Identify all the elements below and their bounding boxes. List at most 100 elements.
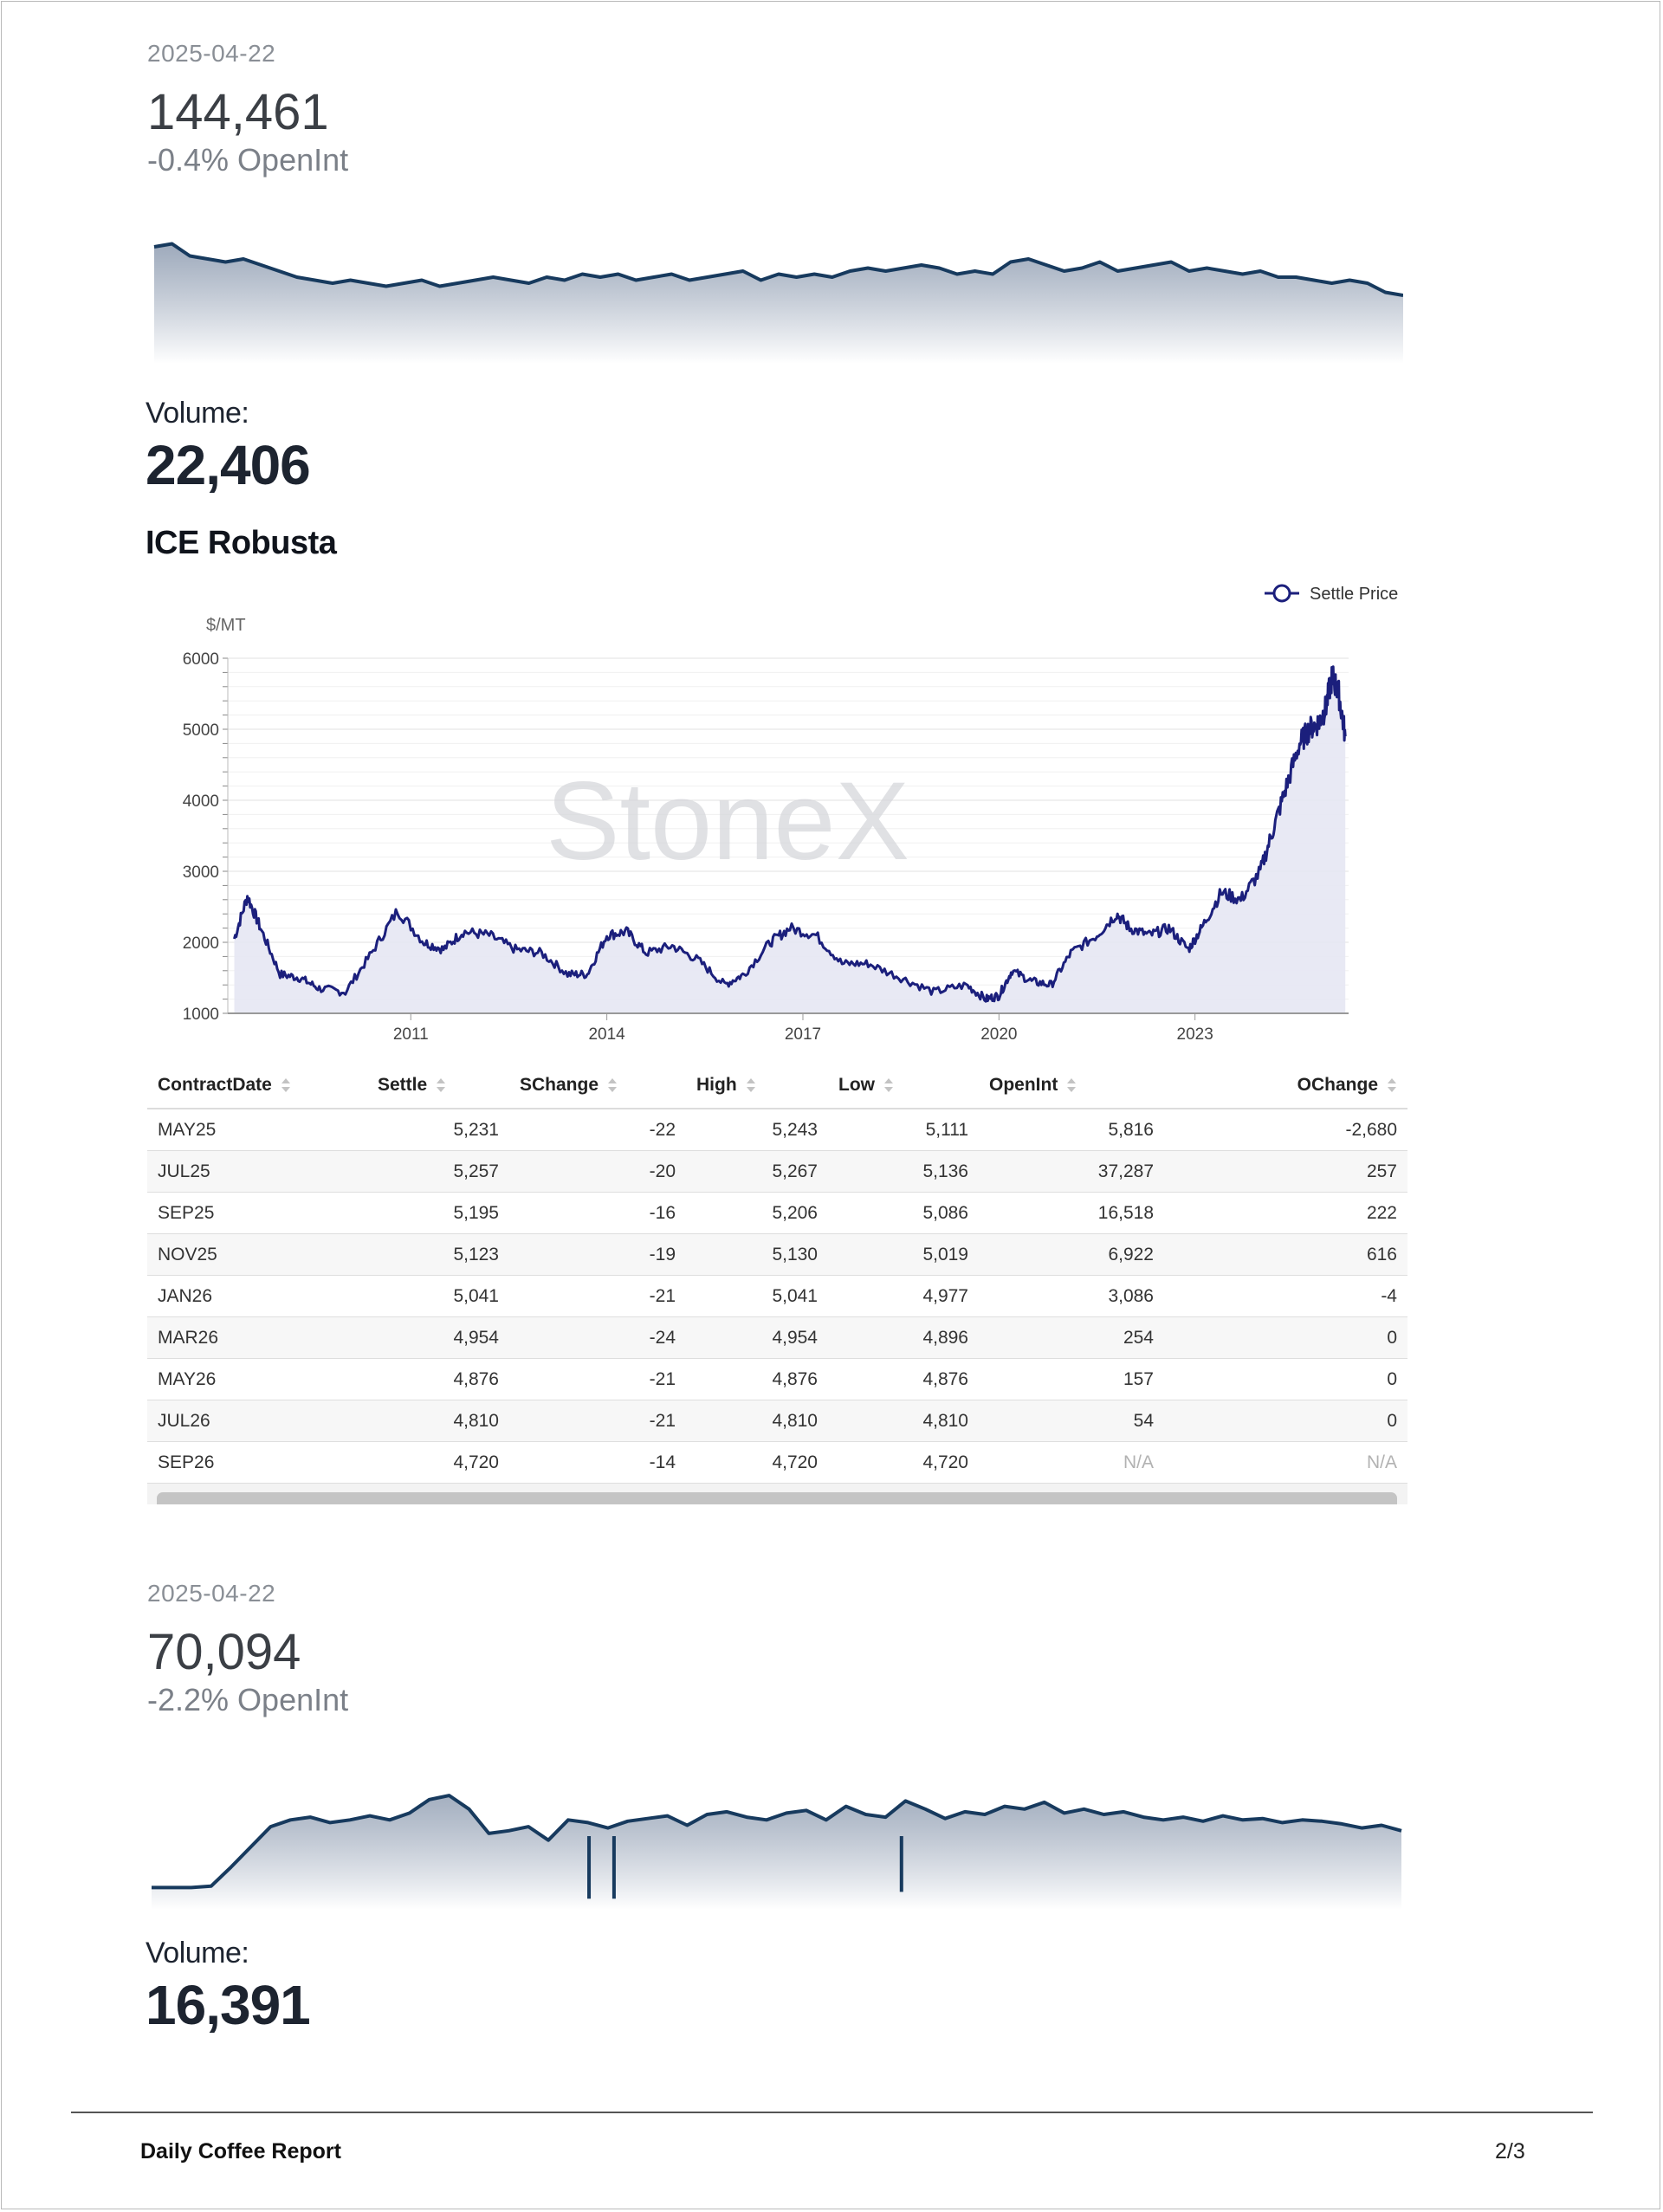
cell-settle: 5,231	[367, 1109, 509, 1151]
cell-low: 4,977	[828, 1275, 979, 1317]
x-axis-ticks: 2011 2014 2017 2020 2023	[393, 1013, 1213, 1044]
sort-icon	[746, 1077, 756, 1093]
cell-contractdate: SEP25	[147, 1192, 367, 1234]
horizontal-scroll-track[interactable]	[147, 1484, 1407, 1504]
cell-schange: -14	[509, 1441, 686, 1484]
robusta-settle-chart: Settle Price $/MT 1000 2000 3000 4000 5000 60…	[183, 584, 1398, 1044]
table-row: MAY26 4,876 -21 4,876 4,876 157 0	[147, 1358, 1407, 1400]
cell-schange: -21	[509, 1358, 686, 1400]
open-interest-change: -2.2% OpenInt	[147, 1682, 349, 1717]
open-interest-change: -0.4% OpenInt	[147, 142, 349, 178]
horizontal-scrollbar[interactable]	[157, 1492, 1397, 1504]
cell-ochange: 616	[1164, 1233, 1407, 1276]
column-header-settle[interactable]: Settle	[367, 1063, 509, 1109]
cell-ochange: 0	[1164, 1358, 1407, 1400]
legend-label: Settle Price	[1310, 585, 1398, 604]
y-tick-label: 2000	[183, 935, 219, 953]
cell-schange: -22	[509, 1109, 686, 1151]
cell-low: 5,086	[828, 1192, 979, 1234]
cell-openint: 3,086	[979, 1275, 1164, 1317]
sort-icon	[436, 1077, 446, 1093]
sparkline-area	[152, 1795, 1401, 1910]
cell-high: 5,267	[686, 1150, 828, 1193]
table-row: SEP25 5,195 -16 5,206 5,086 16,518 222	[147, 1192, 1407, 1234]
cell-settle: 4,876	[367, 1358, 509, 1400]
x-tick-label: 2017	[785, 1025, 821, 1044]
cell-low: 4,810	[828, 1400, 979, 1442]
cell-settle: 5,195	[367, 1192, 509, 1234]
cell-ochange: 222	[1164, 1192, 1407, 1234]
cell-contractdate: JUL26	[147, 1400, 367, 1442]
cell-settle: 5,257	[367, 1150, 509, 1193]
cell-contractdate: JAN26	[147, 1275, 367, 1317]
sort-icon	[883, 1077, 894, 1093]
column-header-schange[interactable]: SChange	[509, 1063, 686, 1109]
sparkline-line	[152, 1794, 1402, 1890]
chart-legend[interactable]: Settle Price	[1265, 584, 1398, 604]
cell-high: 4,876	[686, 1358, 828, 1400]
contracts-table-wrapper: ContractDate Settle SChange High Low Ope…	[147, 1063, 1407, 1504]
y-tick-label: 6000	[183, 650, 219, 669]
cell-high: 4,810	[686, 1400, 828, 1442]
open-interest-value: 144,461	[147, 84, 329, 140]
settle-price-area	[234, 666, 1346, 1013]
table-row: JAN26 5,041 -21 5,041 4,977 3,086 -4	[147, 1275, 1407, 1317]
cell-settle: 4,954	[367, 1316, 509, 1359]
cell-openint: 37,287	[979, 1150, 1164, 1193]
cell-openint: 157	[979, 1358, 1164, 1400]
cell-low: 5,019	[828, 1233, 979, 1276]
column-header-ochange[interactable]: OChange	[1164, 1063, 1407, 1109]
x-tick-label: 2023	[1177, 1025, 1213, 1044]
cell-contractdate: MAR26	[147, 1316, 367, 1359]
open-interest-sparkline-2	[152, 1794, 1402, 1910]
cell-high: 5,130	[686, 1233, 828, 1276]
cell-settle: 5,041	[367, 1275, 509, 1317]
footer-page-number: 2/3	[1495, 2139, 1525, 2163]
column-header-contractdate[interactable]: ContractDate	[147, 1063, 367, 1109]
x-tick-label: 2011	[393, 1025, 429, 1044]
column-header-high[interactable]: High	[686, 1063, 828, 1109]
cell-ochange: -4	[1164, 1275, 1407, 1317]
volume-label: Volume:	[146, 397, 249, 430]
open-interest-sparkline-1	[153, 242, 1403, 364]
sort-icon	[281, 1077, 291, 1093]
legend-marker-icon	[1272, 584, 1291, 603]
cell-openint: 5,816	[979, 1109, 1164, 1151]
cell-high: 5,206	[686, 1192, 828, 1234]
column-header-low[interactable]: Low	[828, 1063, 979, 1109]
sort-icon	[1066, 1077, 1077, 1093]
sparkline-spikes	[587, 1836, 903, 1899]
x-tick-label: 2014	[588, 1025, 625, 1044]
cell-contractdate: JUL25	[147, 1150, 367, 1193]
table-row: JUL26 4,810 -21 4,810 4,810 54 0	[147, 1400, 1407, 1442]
settle-price-line	[233, 665, 1347, 1003]
cell-settle: 5,123	[367, 1233, 509, 1276]
volume-value: 22,406	[146, 434, 311, 496]
table-row: MAY25 5,231 -22 5,243 5,111 5,816 -2,680	[147, 1109, 1407, 1151]
stat-date: 2025-04-22	[147, 40, 276, 67]
cell-low: 4,876	[828, 1358, 979, 1400]
cell-contractdate: SEP26	[147, 1441, 367, 1484]
y-tick-label: 3000	[183, 863, 219, 882]
volume-label: Volume:	[146, 1937, 249, 1969]
cell-contractdate: MAY26	[147, 1358, 367, 1400]
y-axis-minor-ticks	[223, 657, 228, 1014]
cell-contractdate: NOV25	[147, 1233, 367, 1276]
cell-low: 5,136	[828, 1150, 979, 1193]
table-row: SEP26 4,720 -14 4,720 4,720 N/A N/A	[147, 1441, 1407, 1484]
open-interest-value: 70,094	[147, 1624, 301, 1680]
table-row: JUL25 5,257 -20 5,267 5,136 37,287 257	[147, 1150, 1407, 1193]
cell-schange: -21	[509, 1400, 686, 1442]
cell-high: 4,720	[686, 1441, 828, 1484]
y-axis-ticks: 1000 2000 3000 4000 5000 6000	[183, 650, 219, 1024]
cell-openint: 16,518	[979, 1192, 1164, 1234]
cell-high: 5,041	[686, 1275, 828, 1317]
sort-icon	[607, 1077, 618, 1093]
cell-ochange: 257	[1164, 1150, 1407, 1193]
column-header-openint[interactable]: OpenInt	[979, 1063, 1164, 1109]
cell-settle: 4,720	[367, 1441, 509, 1484]
footer-divider	[71, 2112, 1593, 2113]
cell-schange: -16	[509, 1192, 686, 1234]
sort-icon	[1387, 1077, 1397, 1093]
